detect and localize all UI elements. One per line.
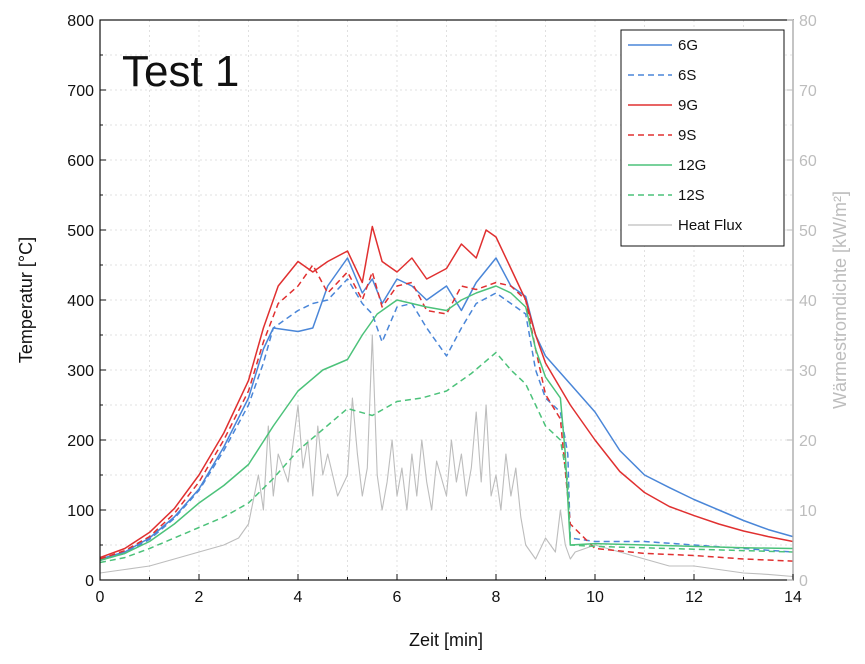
series-line-12g: [99, 285, 794, 562]
legend-label: 6S: [678, 67, 696, 84]
y-tick-label: 700: [67, 83, 94, 100]
y2-tick-label: 40: [799, 293, 817, 310]
x-tick-label: 10: [586, 589, 604, 606]
y2-tick-label: 80: [799, 13, 817, 30]
series-line-12s: [99, 351, 794, 564]
x-tick-label: 8: [492, 589, 501, 606]
y-tick-label: 800: [67, 13, 94, 30]
y-tick-label: 300: [67, 363, 94, 380]
y2-tick-label: 20: [799, 433, 817, 450]
y-tick-label: 400: [67, 293, 94, 310]
x-tick-label: 14: [784, 589, 802, 606]
series-line-9s: [99, 264, 794, 562]
x-tick-label: 12: [685, 589, 703, 606]
y2-tick-label: 0: [799, 573, 808, 590]
y2-tick-label: 50: [799, 223, 817, 240]
series-layer: [99, 225, 794, 578]
y-tick-label: 0: [85, 573, 94, 590]
grid: [100, 20, 793, 580]
chart-title: Test 1: [122, 47, 239, 96]
y2-tick-label: 10: [799, 503, 817, 520]
series-line-9g: [99, 225, 794, 559]
series-line-6g: [99, 257, 794, 560]
series-line-heat-flux: [99, 334, 794, 578]
x-tick-label: 0: [96, 589, 105, 606]
x-tick-label: 6: [393, 589, 402, 606]
y-tick-label: 600: [67, 153, 94, 170]
legend: 6G 6S 9G 9S 12G 12S Heat Flux: [620, 29, 785, 247]
legend-label: 12S: [678, 187, 705, 204]
y-tick-label: 500: [67, 223, 94, 240]
legend-label: 9G: [678, 97, 698, 114]
y2-tick-label: 60: [799, 153, 817, 170]
legend-box: [620, 29, 785, 247]
legend-label: 6G: [678, 37, 698, 54]
ticks: 0 2 4 6 8 10 12 1401002003004005006007008000102…: [67, 13, 817, 606]
legend-label: Heat Flux: [678, 217, 743, 234]
y-tick-label: 200: [67, 433, 94, 450]
x-tick-label: 4: [294, 589, 303, 606]
y2-tick-label: 70: [799, 83, 817, 100]
y2-tick-label: 30: [799, 363, 817, 380]
legend-label: 9S: [678, 127, 696, 144]
x-axis-label: Zeit [min]: [409, 630, 483, 650]
y2-axis-label: Wärmestromdichte [kW/m²]: [830, 191, 850, 409]
y-axis-label: Temperatur [°C]: [16, 237, 36, 363]
y-tick-label: 100: [67, 503, 94, 520]
x-tick-label: 2: [195, 589, 204, 606]
legend-label: 12G: [678, 157, 706, 174]
